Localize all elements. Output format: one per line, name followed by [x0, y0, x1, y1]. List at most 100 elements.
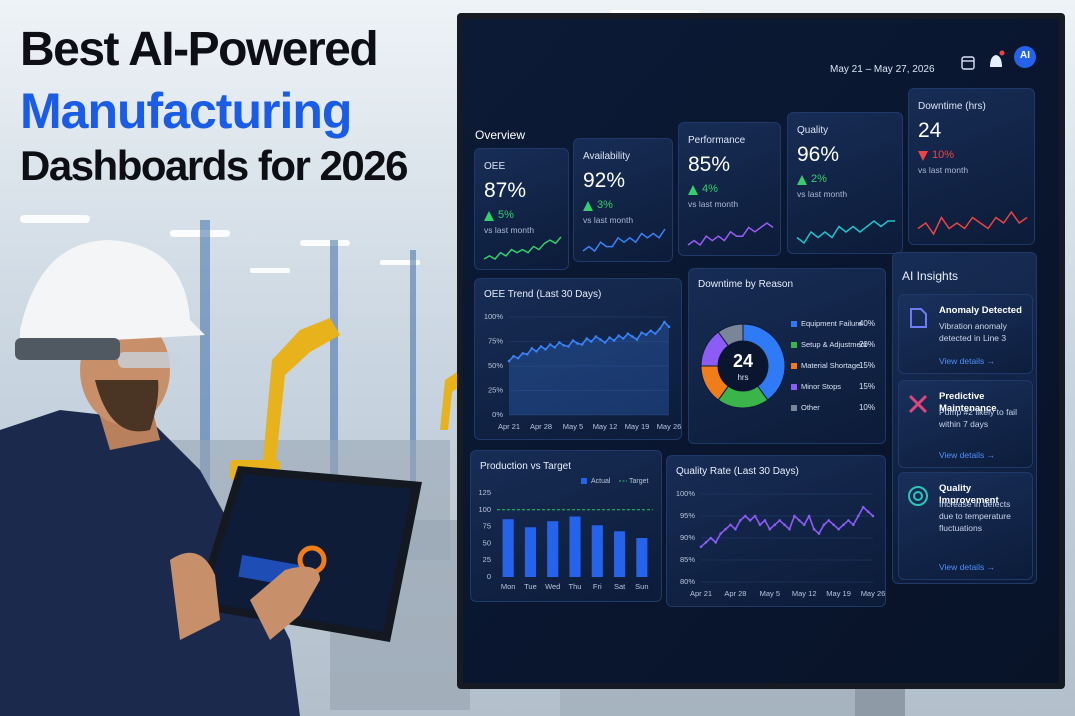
legend-swatch [791, 321, 797, 327]
point [832, 523, 835, 527]
x-tick-label: Sun [635, 582, 648, 591]
y-tick-label: 25% [488, 385, 503, 394]
chart-card: Downtime by Reason Equipment Failure 40% Se… [688, 268, 886, 444]
insight-link[interactable]: View details → [939, 356, 996, 366]
legend-label: Other [801, 403, 820, 412]
chart-svg [918, 151, 928, 161]
point [635, 338, 639, 341]
change-arrow [688, 185, 698, 195]
kpi-label: Downtime (hrs) [918, 101, 986, 112]
value-label: 20% [859, 340, 875, 349]
chart-card: Production vs Target 0 25 50 75 100 125 Actual T… [470, 450, 662, 602]
legend-label: Setup & Adjustment [801, 340, 868, 349]
pillars [200, 220, 416, 550]
change-arrow [583, 201, 593, 211]
point [734, 527, 737, 531]
point [699, 545, 703, 549]
kpi-label: Performance [688, 135, 746, 146]
point [608, 336, 611, 339]
insight-icon [908, 394, 928, 414]
kpi-change: 5% [498, 209, 514, 221]
point [621, 337, 625, 340]
center-unit: hrs [737, 373, 748, 382]
kpi-card: Performance 85% 4% vs last month [678, 122, 781, 256]
point [562, 344, 566, 347]
sparkline [483, 236, 562, 260]
chart-svg [917, 210, 1028, 236]
chart-svg [483, 236, 562, 260]
sparkline [582, 228, 666, 253]
point [525, 352, 529, 356]
point [871, 514, 875, 518]
legend-label: Target [629, 478, 649, 485]
y-tick-label: 100 [478, 505, 491, 514]
point [852, 523, 855, 527]
point [704, 541, 708, 544]
point [530, 347, 534, 350]
line [700, 505, 874, 548]
legend-label: Equipment Failure [801, 319, 862, 328]
y-tick-label: 50% [488, 361, 503, 370]
point [739, 519, 742, 522]
header-icons [961, 46, 1036, 70]
y-tick-label: 0 [487, 572, 491, 581]
point [594, 335, 598, 338]
x-tick-label: May 5 [760, 589, 780, 598]
point [535, 350, 538, 353]
value-label: 15% [859, 361, 875, 370]
chart-svg [796, 220, 895, 245]
chart-svg: 80% 85% 90% 95% 100% Apr 21 Apr 28 May 5 May 12 M… [676, 489, 886, 598]
insight-card: Quality Improvement Increase in defects d… [898, 472, 1033, 580]
y-tick-label: 100% [676, 489, 696, 498]
value-label: 40% [859, 319, 875, 328]
point [817, 532, 821, 535]
point [521, 351, 525, 355]
insight-text: Increase in defects due to temperature f… [939, 499, 1011, 533]
y-tick-label: 0% [492, 410, 503, 419]
worker [0, 240, 300, 716]
y-tick-label: 100% [484, 312, 504, 321]
chart-svg [910, 308, 927, 328]
point [827, 519, 831, 522]
legend-swatch [791, 363, 797, 369]
sparkline [796, 220, 895, 245]
point [617, 334, 621, 337]
insight-link[interactable]: View details → [939, 450, 996, 460]
point [729, 523, 732, 527]
point [758, 523, 762, 527]
y-tick-label: 75% [488, 336, 503, 345]
point [631, 335, 634, 338]
kpi-change: 4% [702, 183, 718, 195]
x-tick-label: Apr 21 [690, 589, 712, 598]
point [553, 346, 557, 349]
change-arrow [918, 151, 928, 161]
point [748, 519, 752, 522]
x-tick-label: May 26 [861, 589, 886, 598]
point [539, 345, 543, 348]
chart-svg [484, 211, 494, 221]
change-arrow [484, 211, 494, 221]
ai-badge[interactable]: AI [1020, 50, 1030, 61]
x-tick-label: May 12 [792, 589, 817, 598]
kpi-change: 3% [597, 199, 613, 211]
point [663, 320, 666, 324]
point [548, 343, 552, 346]
point [585, 337, 589, 340]
y-tick-label: 125 [478, 488, 491, 497]
chart-title: OEE Trend (Last 30 Days) [484, 289, 602, 300]
point [714, 541, 718, 544]
point [599, 338, 602, 341]
date-range[interactable]: May 21 – May 27, 2026 [830, 64, 935, 75]
chart-svg [797, 175, 807, 185]
point [649, 329, 653, 333]
chart-svg [908, 394, 928, 414]
insight-icon [913, 491, 923, 501]
point [822, 523, 826, 527]
section-title: Overview [475, 128, 526, 142]
kpi-card: OEE 87% 5% vs last month [474, 148, 569, 270]
kpi-label: Quality [797, 125, 829, 136]
kpi-change: 10% [932, 149, 955, 161]
insight-link[interactable]: View details → [939, 562, 996, 572]
chart-card: Quality Rate (Last 30 Days) 80% 85% 90% 95% 1… [666, 455, 886, 607]
